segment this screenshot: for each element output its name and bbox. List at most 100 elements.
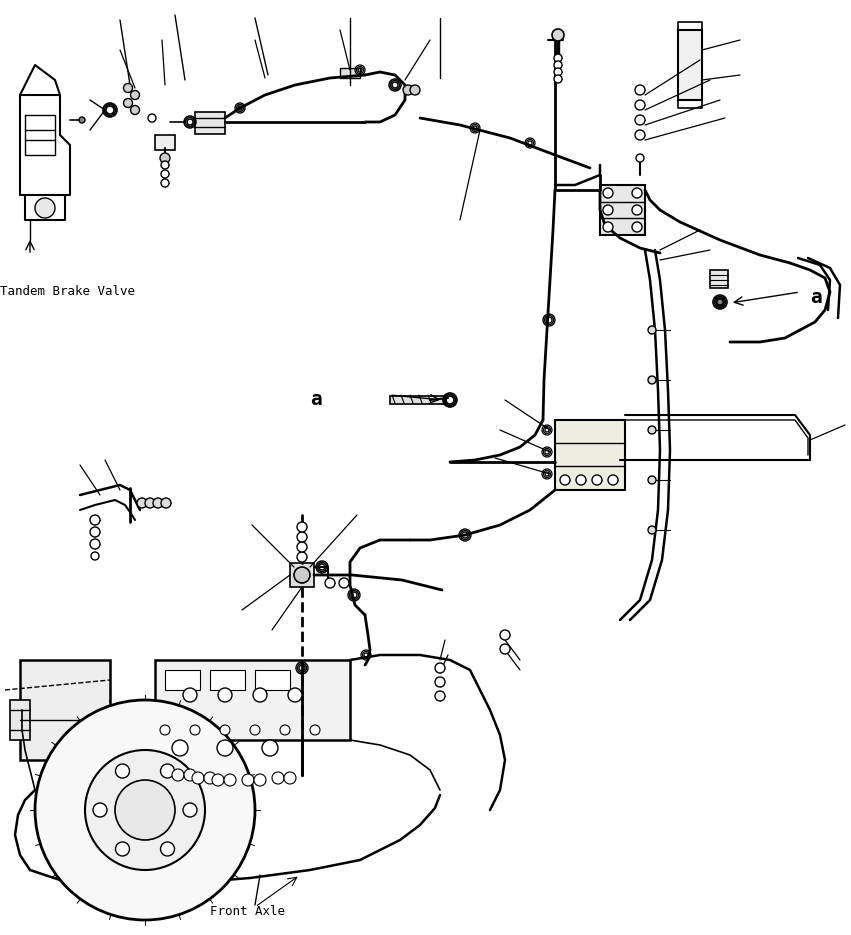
Circle shape <box>554 68 562 76</box>
Circle shape <box>212 774 224 786</box>
Circle shape <box>90 515 100 525</box>
Circle shape <box>160 725 170 735</box>
Circle shape <box>280 725 290 735</box>
Bar <box>678 30 702 100</box>
Circle shape <box>161 179 169 187</box>
Circle shape <box>161 764 174 778</box>
Circle shape <box>648 426 656 434</box>
Circle shape <box>130 106 140 114</box>
Circle shape <box>242 774 254 786</box>
Bar <box>255 670 290 690</box>
Circle shape <box>410 85 420 95</box>
Circle shape <box>632 188 642 198</box>
Circle shape <box>192 772 204 784</box>
Circle shape <box>123 98 133 108</box>
Circle shape <box>635 100 645 110</box>
Circle shape <box>116 764 129 778</box>
Bar <box>340 68 360 78</box>
Bar <box>710 270 728 288</box>
Circle shape <box>145 498 155 508</box>
Circle shape <box>648 476 656 484</box>
Bar <box>555 420 625 490</box>
Circle shape <box>220 725 230 735</box>
Circle shape <box>148 114 156 122</box>
Circle shape <box>648 376 656 384</box>
Circle shape <box>79 117 85 123</box>
Circle shape <box>161 170 169 178</box>
Circle shape <box>294 567 310 583</box>
Circle shape <box>603 205 613 215</box>
Bar <box>600 185 645 235</box>
Circle shape <box>500 630 510 640</box>
Circle shape <box>554 75 562 83</box>
Circle shape <box>115 780 175 840</box>
Circle shape <box>172 769 184 781</box>
Text: Front Axle: Front Axle <box>210 905 285 918</box>
Circle shape <box>116 842 129 856</box>
Circle shape <box>435 663 445 673</box>
Circle shape <box>262 740 278 756</box>
Circle shape <box>172 740 188 756</box>
Text: a: a <box>310 390 322 409</box>
Circle shape <box>310 725 320 735</box>
Circle shape <box>161 842 174 856</box>
Circle shape <box>603 188 613 198</box>
Text: a: a <box>810 288 822 307</box>
Circle shape <box>218 688 232 702</box>
Circle shape <box>635 130 645 140</box>
Circle shape <box>297 542 307 552</box>
Circle shape <box>608 475 618 485</box>
Circle shape <box>554 54 562 62</box>
Circle shape <box>254 774 266 786</box>
Circle shape <box>635 115 645 125</box>
Circle shape <box>184 769 196 781</box>
Circle shape <box>500 644 510 654</box>
Circle shape <box>130 91 140 99</box>
Bar <box>210 670 245 690</box>
Circle shape <box>183 688 197 702</box>
Circle shape <box>435 691 445 701</box>
Bar <box>290 563 314 587</box>
Circle shape <box>123 83 133 93</box>
Circle shape <box>272 772 284 784</box>
Circle shape <box>635 85 645 95</box>
Circle shape <box>632 222 642 232</box>
Circle shape <box>297 522 307 532</box>
Circle shape <box>297 552 307 562</box>
Circle shape <box>90 527 100 537</box>
Circle shape <box>339 578 349 588</box>
Bar <box>155 660 350 740</box>
Circle shape <box>35 700 255 920</box>
Circle shape <box>554 61 562 69</box>
Circle shape <box>137 498 147 508</box>
Circle shape <box>284 772 296 784</box>
Bar <box>10 700 30 740</box>
Circle shape <box>153 498 163 508</box>
Circle shape <box>204 772 216 784</box>
Circle shape <box>435 677 445 687</box>
Circle shape <box>35 198 55 218</box>
Bar <box>195 112 225 134</box>
Circle shape <box>85 750 205 870</box>
Bar <box>20 660 110 760</box>
Circle shape <box>576 475 586 485</box>
Bar <box>390 396 445 404</box>
Circle shape <box>91 552 99 560</box>
Text: Tandem Brake Valve: Tandem Brake Valve <box>0 285 135 298</box>
Circle shape <box>160 153 170 163</box>
Bar <box>165 670 200 690</box>
Circle shape <box>297 532 307 542</box>
Circle shape <box>224 774 236 786</box>
Circle shape <box>217 740 233 756</box>
Circle shape <box>648 526 656 534</box>
Circle shape <box>636 154 644 162</box>
Circle shape <box>253 688 267 702</box>
Circle shape <box>403 85 413 95</box>
Circle shape <box>93 803 107 817</box>
Circle shape <box>560 475 570 485</box>
Circle shape <box>190 725 200 735</box>
Circle shape <box>648 326 656 334</box>
Circle shape <box>592 475 602 485</box>
Circle shape <box>250 725 260 735</box>
Circle shape <box>325 578 335 588</box>
